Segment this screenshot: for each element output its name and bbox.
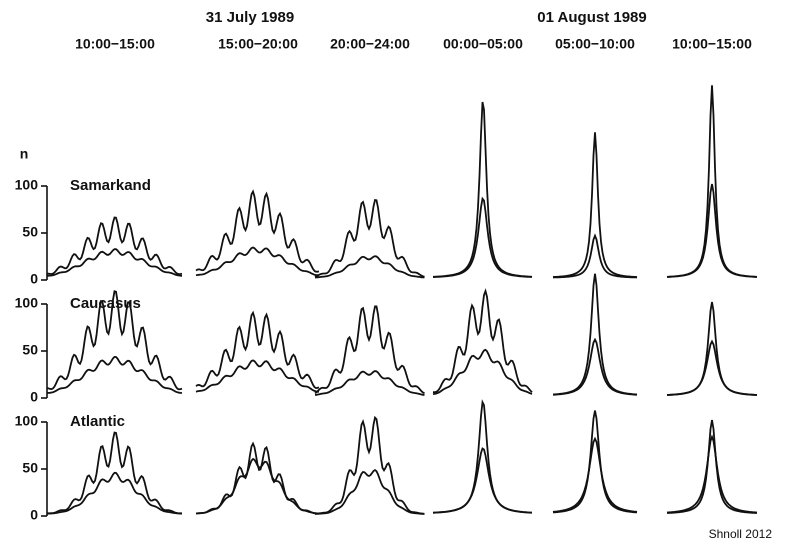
curve <box>552 436 638 513</box>
curve <box>46 355 183 394</box>
curve <box>667 339 757 396</box>
curve <box>666 434 758 514</box>
y-tick-label: 100 <box>15 413 39 429</box>
y-tick-label: 50 <box>22 460 38 476</box>
curve <box>553 337 637 396</box>
curve <box>195 441 319 515</box>
period-label: 10:00−15:00 <box>672 36 752 52</box>
y-tick-label: 50 <box>22 342 38 358</box>
curve <box>195 457 320 515</box>
curve <box>666 85 758 278</box>
curve <box>552 233 638 279</box>
curve <box>552 132 638 278</box>
y-tick-label: 100 <box>15 295 39 311</box>
curve <box>314 255 425 279</box>
curve <box>195 359 320 393</box>
curve <box>46 471 182 515</box>
y-tick-label: 0 <box>30 507 38 523</box>
site-label: Samarkand <box>70 177 151 194</box>
curve <box>314 370 425 396</box>
curve <box>432 348 533 395</box>
period-label: 05:00−10:00 <box>555 36 635 52</box>
y-tick-label: 0 <box>30 271 38 287</box>
y-tick-label: 50 <box>22 224 38 240</box>
curve <box>195 310 320 390</box>
curve <box>667 419 757 514</box>
credit: Shnoll 2012 <box>709 527 773 541</box>
site-label: Caucasus <box>70 295 141 312</box>
curve <box>433 196 533 278</box>
curve <box>432 399 532 514</box>
curve <box>314 305 425 395</box>
curve <box>314 198 425 278</box>
curve <box>666 183 758 278</box>
curve <box>552 273 638 396</box>
date-label: 31 July 1989 <box>206 9 294 26</box>
curve <box>314 469 425 515</box>
period-label: 15:00−20:00 <box>218 36 298 52</box>
curve <box>46 248 183 277</box>
curve <box>314 415 425 515</box>
curve <box>667 301 757 396</box>
site-label: Atlantic <box>70 413 125 430</box>
y-tick-label: 0 <box>30 389 38 405</box>
curve <box>433 101 533 278</box>
curve <box>46 290 183 391</box>
period-label: 00:00−05:00 <box>443 36 523 52</box>
y-tick-label: 100 <box>15 177 39 193</box>
curve <box>47 216 183 276</box>
period-label: 20:00−24:00 <box>330 36 410 52</box>
curve <box>195 246 320 277</box>
curve <box>552 410 638 514</box>
period-label: 10:00−15:00 <box>75 36 155 52</box>
curve <box>195 189 320 273</box>
curve <box>47 431 182 515</box>
y-axis-label: n <box>20 146 29 162</box>
curve <box>432 447 532 514</box>
date-label: 01 August 1989 <box>537 9 647 26</box>
curve <box>433 288 533 394</box>
